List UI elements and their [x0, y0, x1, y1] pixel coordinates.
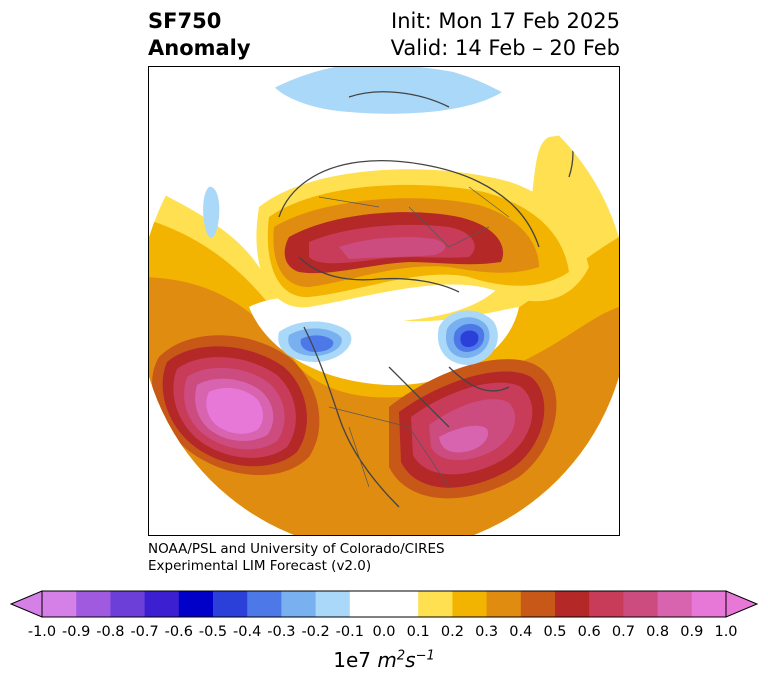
colorbar-tick-label: 0.1 [406, 624, 430, 640]
variable-title: SF750 [148, 9, 222, 33]
credit-line-1: NOAA/PSL and University of Colorado/CIRE… [148, 541, 445, 557]
colorbar-bin [178, 591, 214, 617]
colorbar-bin [349, 591, 385, 617]
colorbar-bin [144, 591, 180, 617]
colorbar-unit-label: 1e7 m2s−1 [333, 648, 435, 672]
colorbar-bin [247, 591, 282, 617]
valid-range: Valid: 14 Feb – 20 Feb [390, 36, 620, 60]
colorbar-tick-label: -0.8 [96, 624, 125, 640]
colorbar-tick-label: 0.0 [372, 624, 396, 640]
colorbar-bin [486, 591, 522, 617]
colorbar-tick-label: -0.3 [267, 624, 296, 640]
colorbar-bin [691, 591, 727, 617]
colorbar-bin [452, 591, 488, 617]
colorbar-tick-label: -0.1 [335, 624, 364, 640]
colorbar-bin [315, 591, 351, 617]
colorbar-tick-label: 0.8 [646, 624, 670, 640]
colorbar-tick-label: -1.0 [27, 624, 57, 640]
colorbar-bin [657, 591, 693, 617]
colorbar [10, 590, 758, 618]
colorbar-tick-label: -0.9 [62, 624, 91, 640]
colorbar-bin [76, 591, 111, 617]
colorbar-bin [281, 591, 317, 617]
colorbar-outline [41, 590, 727, 618]
colorbar-tick-label: -0.7 [130, 624, 159, 640]
colorbar-bin [589, 591, 624, 617]
credit-block: NOAA/PSL and University of Colorado/CIRE… [148, 541, 445, 575]
colorbar-tick-label: 0.3 [475, 624, 499, 640]
colorbar-bin [110, 591, 146, 617]
map-canvas [149, 67, 619, 535]
colorbar-tick-label: -0.2 [301, 624, 330, 640]
anomaly-title: Anomaly [148, 36, 251, 60]
colorbar-bin [520, 591, 556, 617]
colorbar-bin [555, 591, 590, 617]
colorbar-bin [384, 591, 419, 617]
colorbar-tick-label: 0.4 [509, 624, 533, 640]
colorbar-extend-high [725, 590, 758, 618]
colorbar-bin [213, 591, 248, 617]
colorbar-tick-label: -0.5 [198, 624, 228, 640]
colorbar-extend-low [10, 590, 43, 618]
colorbar-tick-label: 0.6 [577, 624, 601, 640]
borders [318, 186, 510, 488]
colorbar-bin [418, 591, 453, 617]
colorbar-tick-label: 0.7 [611, 624, 635, 640]
colorbar-bin [623, 591, 659, 617]
map-title-block: SF750 Anomaly [148, 8, 251, 62]
date-block: Init: Mon 17 Feb 2025 Valid: 14 Feb – 20… [391, 8, 620, 62]
anomaly-map [148, 66, 620, 536]
colorbar-tick-label: 0.5 [543, 624, 567, 640]
colorbar-tick-label: 0.2 [440, 624, 464, 640]
colorbar-tick-label: -0.4 [233, 624, 262, 640]
credit-line-2: Experimental LIM Forecast (v2.0) [148, 558, 372, 574]
colorbar-tick-label: -0.6 [164, 624, 193, 640]
colorbar-tick-label: 0.9 [680, 624, 704, 640]
colorbar-bin [42, 591, 77, 617]
init-date: Init: Mon 17 Feb 2025 [391, 9, 620, 33]
colorbar-tick-label: 1.0 [714, 624, 738, 640]
colorbar-ticks: -1.0 -0.9 -0.8 -0.7 -0.6 -0.5 -0.4 -0.3 -0.2 -0.1… [0, 624, 768, 644]
